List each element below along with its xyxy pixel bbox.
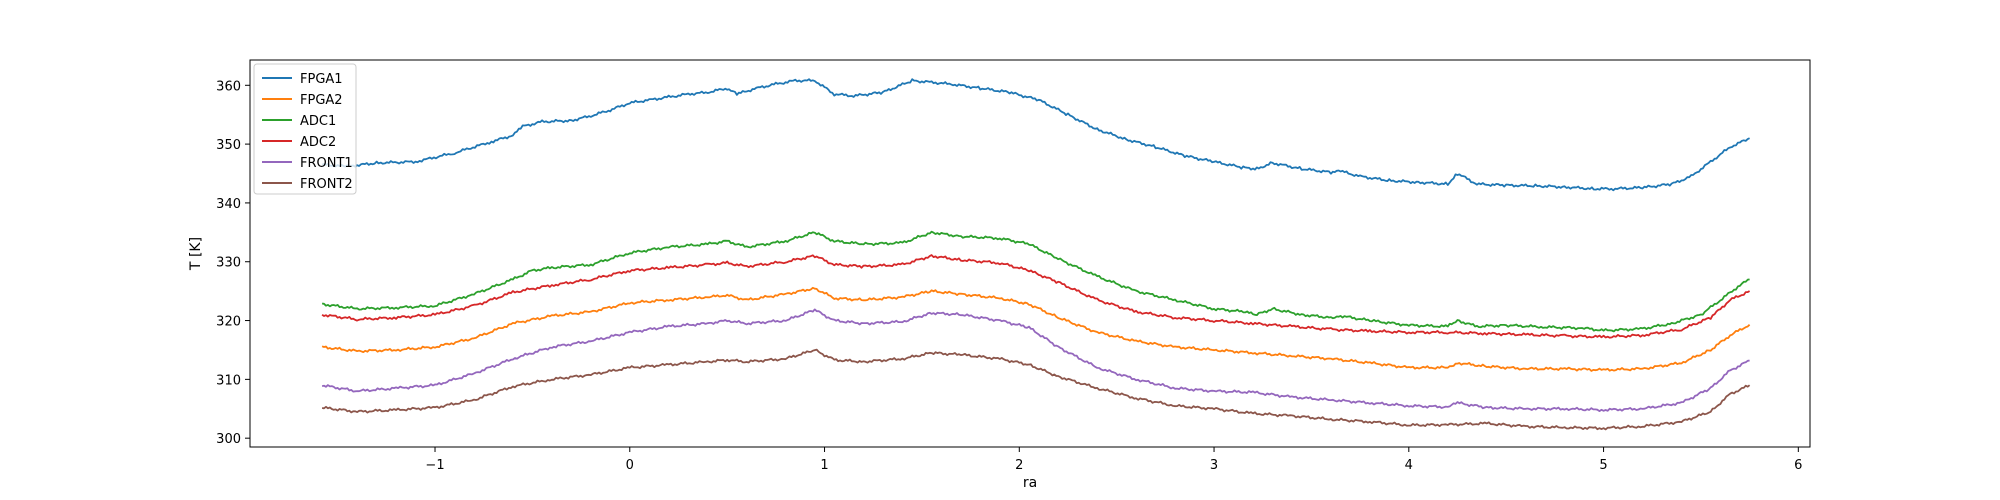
x-tick-label: 5 <box>1599 458 1607 473</box>
legend-label-adc1: ADC1 <box>300 114 336 129</box>
legend-label-front1: FRONT1 <box>300 156 353 171</box>
legend-label-fpga1: FPGA1 <box>300 72 343 87</box>
x-tick-label: −1 <box>425 458 444 473</box>
series-line-fpga1 <box>321 78 1750 192</box>
y-tick-label: 300 <box>216 432 241 447</box>
x-tick-label: 6 <box>1794 458 1802 473</box>
y-tick-label: 350 <box>216 138 241 153</box>
legend-label-fpga2: FPGA2 <box>300 93 343 108</box>
series-line-front1 <box>321 308 1750 413</box>
x-tick-label: 3 <box>1210 458 1218 473</box>
x-tick-label: 2 <box>1015 458 1023 473</box>
x-axis: −1 0 1 2 3 4 5 6 <box>425 447 1802 473</box>
x-tick-label: 4 <box>1405 458 1413 473</box>
y-tick-label: 340 <box>216 197 241 212</box>
y-axis-label: T [K] <box>188 237 204 271</box>
series-line-front2 <box>321 348 1751 431</box>
legend: FPGA1 FPGA2 ADC1 ADC2 FRONT1 FRONT2 <box>253 63 357 195</box>
plot-lines <box>321 78 1751 431</box>
series-line-adc1 <box>321 230 1750 333</box>
plot-frame <box>249 59 1811 448</box>
y-tick-label: 320 <box>216 315 241 330</box>
x-tick-label: 1 <box>820 458 828 473</box>
y-axis: 300 310 320 330 340 350 360 <box>216 79 250 447</box>
y-tick-label: 360 <box>216 79 241 94</box>
legend-label-adc2: ADC2 <box>300 135 336 150</box>
y-tick-label: 330 <box>216 256 241 271</box>
legend-label-front2: FRONT2 <box>300 177 353 192</box>
x-axis-label: ra <box>1023 475 1037 491</box>
series-line-fpga2 <box>321 286 1751 372</box>
series-line-adc2 <box>321 254 1751 339</box>
x-tick-label: 0 <box>626 458 634 473</box>
y-tick-label: 310 <box>216 373 241 388</box>
